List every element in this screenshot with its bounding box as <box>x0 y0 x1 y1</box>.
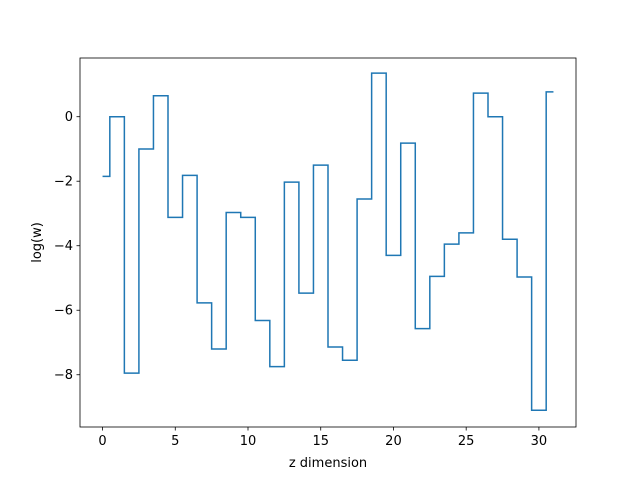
y-axis-ticks: −8 −6 −4 −2 0 <box>54 110 80 383</box>
x-axis-label: z dimension <box>289 456 367 471</box>
x-axis-ticks: 0 5 10 15 20 25 30 <box>98 427 547 449</box>
x-tick-label: 30 <box>531 434 548 449</box>
x-tick-label: 20 <box>385 434 402 449</box>
x-tick-label: 10 <box>240 434 257 449</box>
plot-area-frame <box>79 57 577 428</box>
series-line <box>102 72 554 411</box>
y-axis-label: log(w) <box>30 222 45 263</box>
y-tick-label: −4 <box>54 239 73 254</box>
y-tick-label: −2 <box>54 175 73 190</box>
x-tick-label: 0 <box>98 434 106 449</box>
x-tick-label: 25 <box>458 434 475 449</box>
y-tick-label: −6 <box>54 304 73 319</box>
y-tick-label: 0 <box>65 110 73 125</box>
x-tick-label: 15 <box>312 434 329 449</box>
x-tick-label: 5 <box>171 434 179 449</box>
y-tick-label: −8 <box>54 368 73 383</box>
